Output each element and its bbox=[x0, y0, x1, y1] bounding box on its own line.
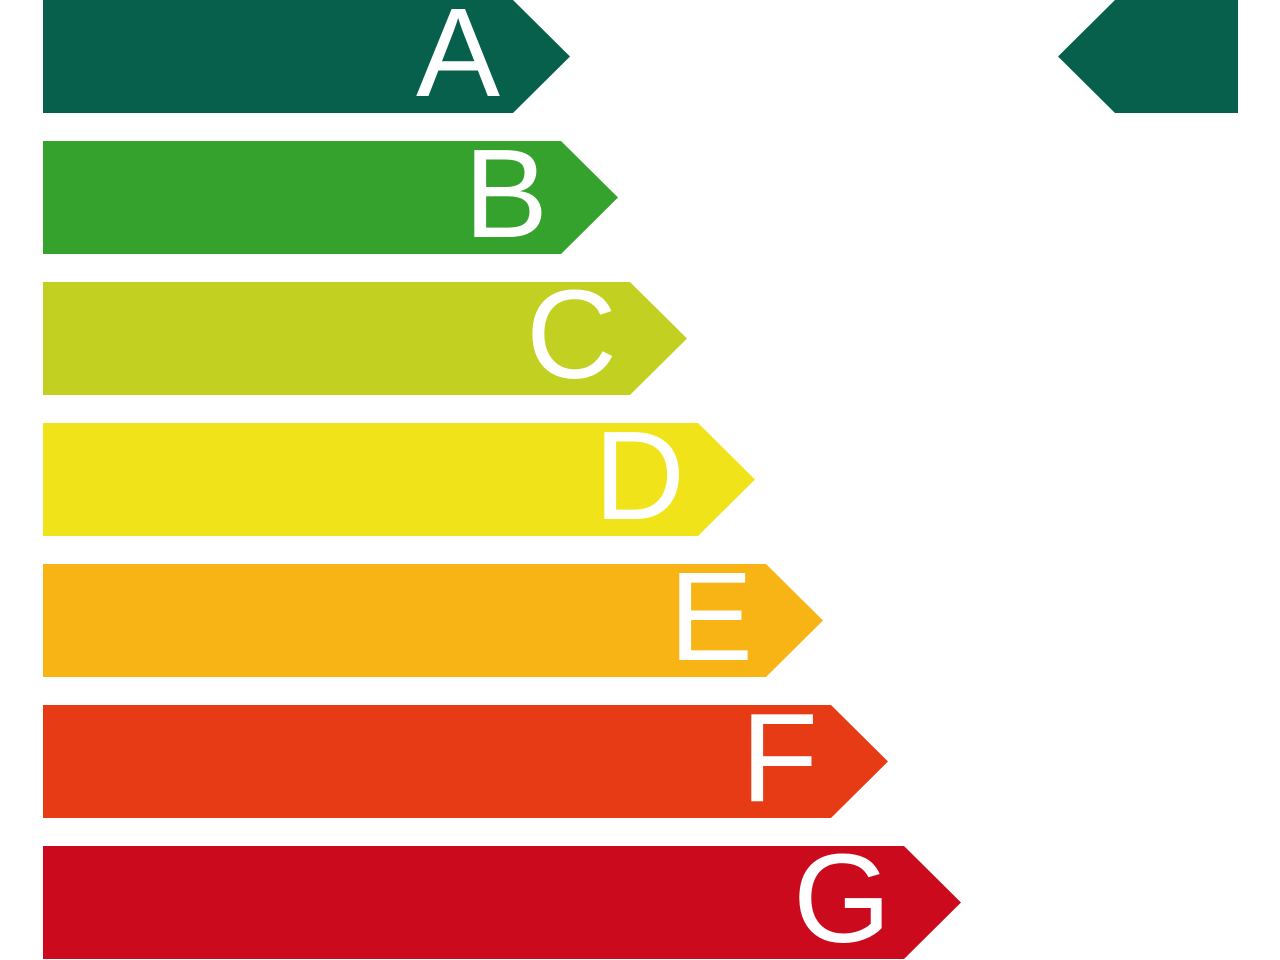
rating-letter-c: C bbox=[526, 263, 617, 405]
rating-indicator-arrow bbox=[1058, 0, 1238, 113]
rating-letter-d: D bbox=[594, 404, 685, 546]
rating-arrow-a: A bbox=[43, 0, 570, 113]
rating-letter-f: F bbox=[741, 686, 818, 828]
rating-arrow-f: F bbox=[43, 705, 888, 818]
rating-letter-g: G bbox=[792, 827, 891, 960]
rating-letter-b: B bbox=[463, 122, 548, 264]
rating-arrow-c: C bbox=[43, 282, 687, 395]
rating-arrow-b: B bbox=[43, 141, 618, 254]
rating-arrow-d: D bbox=[43, 423, 755, 536]
rating-arrow-e: E bbox=[43, 564, 823, 677]
rating-letter-e: E bbox=[668, 545, 753, 687]
rating-arrow-g: G bbox=[43, 846, 961, 959]
rating-letter-a: A bbox=[415, 0, 500, 123]
